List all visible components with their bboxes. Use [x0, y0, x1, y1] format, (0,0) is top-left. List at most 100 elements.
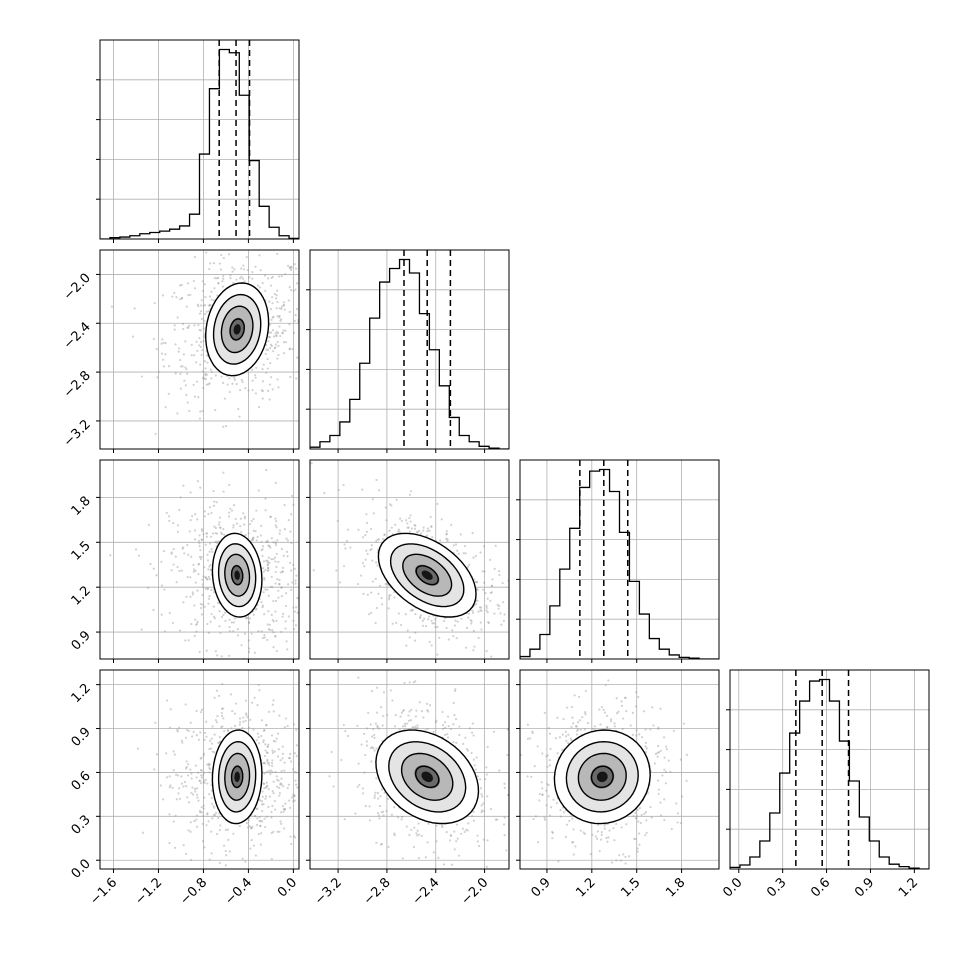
scatter-point: [208, 766, 211, 770]
scatter-point: [410, 708, 413, 711]
scatter-point: [429, 515, 432, 519]
scatter-point: [359, 574, 363, 577]
scatter-point: [516, 625, 518, 627]
scatter-point: [393, 596, 396, 599]
scatter-point: [206, 763, 209, 766]
scatter-point: [252, 613, 255, 616]
scatter-point: [531, 730, 534, 733]
scatter-point: [109, 554, 112, 557]
scatter-point: [201, 280, 204, 283]
scatter-point: [547, 726, 550, 730]
scatter-point: [200, 538, 204, 542]
scatter-point: [293, 610, 296, 613]
scatter-point: [572, 853, 575, 856]
scatter-point: [271, 770, 274, 774]
scatter-point: [450, 863, 454, 866]
y-tick-label: −2.0: [61, 271, 94, 304]
scatter-point: [231, 382, 234, 385]
scatter-point: [267, 556, 271, 559]
scatter-point: [524, 624, 526, 626]
scatter-point: [329, 596, 331, 598]
scatter-point: [274, 524, 277, 527]
scatter-point: [247, 819, 250, 822]
scatter-point: [229, 693, 233, 696]
scatter-point: [199, 340, 203, 343]
scatter-point: [184, 736, 188, 739]
scatter-point: [187, 801, 191, 804]
scatter-point: [436, 502, 439, 505]
scatter-point: [198, 312, 202, 315]
scatter-point: [181, 322, 185, 326]
scatter-point: [289, 289, 293, 292]
scatter-point: [279, 571, 282, 574]
scatter-point: [168, 786, 171, 789]
scatter-point: [479, 787, 483, 790]
scatter-point: [485, 865, 488, 868]
scatter-point: [682, 722, 685, 725]
scatter-point: [370, 543, 373, 547]
scatter-point: [180, 739, 183, 742]
scatter-point: [279, 759, 282, 762]
scatter-point: [283, 808, 286, 811]
scatter-point: [208, 565, 211, 568]
scatter-point: [252, 517, 255, 521]
scatter-point: [565, 739, 568, 742]
scatter-point: [657, 727, 660, 731]
scatter-point: [625, 823, 628, 826]
scatter-point: [447, 638, 450, 641]
scatter-point: [208, 578, 211, 581]
scatter-point: [110, 305, 114, 308]
scatter-point: [229, 507, 232, 510]
scatter-point: [303, 330, 305, 332]
scatter-point: [415, 709, 418, 712]
scatter-point: [288, 286, 291, 289]
scatter-point: [209, 747, 213, 750]
scatter-point: [253, 651, 256, 654]
scatter-point: [454, 619, 457, 622]
scatter-point: [232, 526, 235, 529]
scatter-point: [378, 817, 381, 820]
scatter-point: [644, 810, 647, 814]
scatter-point: [263, 633, 266, 637]
scatter-point: [197, 539, 200, 543]
scatter-point: [664, 782, 668, 785]
scatter-point: [250, 827, 253, 830]
scatter-point: [242, 512, 245, 515]
scatter-point: [312, 337, 314, 339]
scatter-point: [286, 786, 289, 790]
scatter-point: [270, 276, 273, 280]
scatter-point: [455, 637, 458, 640]
scatter-point: [234, 517, 237, 521]
scatter-point: [414, 715, 417, 718]
scatter-point: [168, 365, 171, 368]
scatter-point: [219, 631, 222, 635]
scatter-point: [624, 696, 627, 700]
scatter-point: [468, 727, 471, 730]
scatter-point: [207, 513, 210, 516]
scatter-point: [274, 556, 277, 559]
scatter-point: [198, 328, 201, 332]
scatter-point: [221, 682, 224, 686]
scatter-point: [493, 567, 496, 570]
scatter-point: [266, 563, 270, 566]
scatter-point: [261, 282, 264, 285]
scatter-point: [208, 763, 211, 766]
scatter-point: [393, 806, 396, 809]
scatter-point: [273, 292, 276, 296]
scatter-point: [268, 335, 271, 339]
scatter-point: [220, 725, 223, 729]
scatter-point: [371, 559, 374, 562]
scatter-point: [575, 725, 578, 728]
scatter-point: [501, 581, 504, 585]
scatter-point: [354, 812, 357, 815]
scatter-point: [386, 797, 389, 801]
scatter-point: [205, 532, 208, 535]
scatter-point: [245, 714, 248, 717]
scatter-point: [245, 822, 248, 825]
scatter-point: [288, 267, 292, 270]
scatter-point: [510, 822, 512, 824]
scatter-point: [190, 674, 192, 676]
scatter-point: [184, 767, 188, 770]
scatter-point: [210, 742, 214, 745]
scatter-point: [506, 728, 509, 731]
